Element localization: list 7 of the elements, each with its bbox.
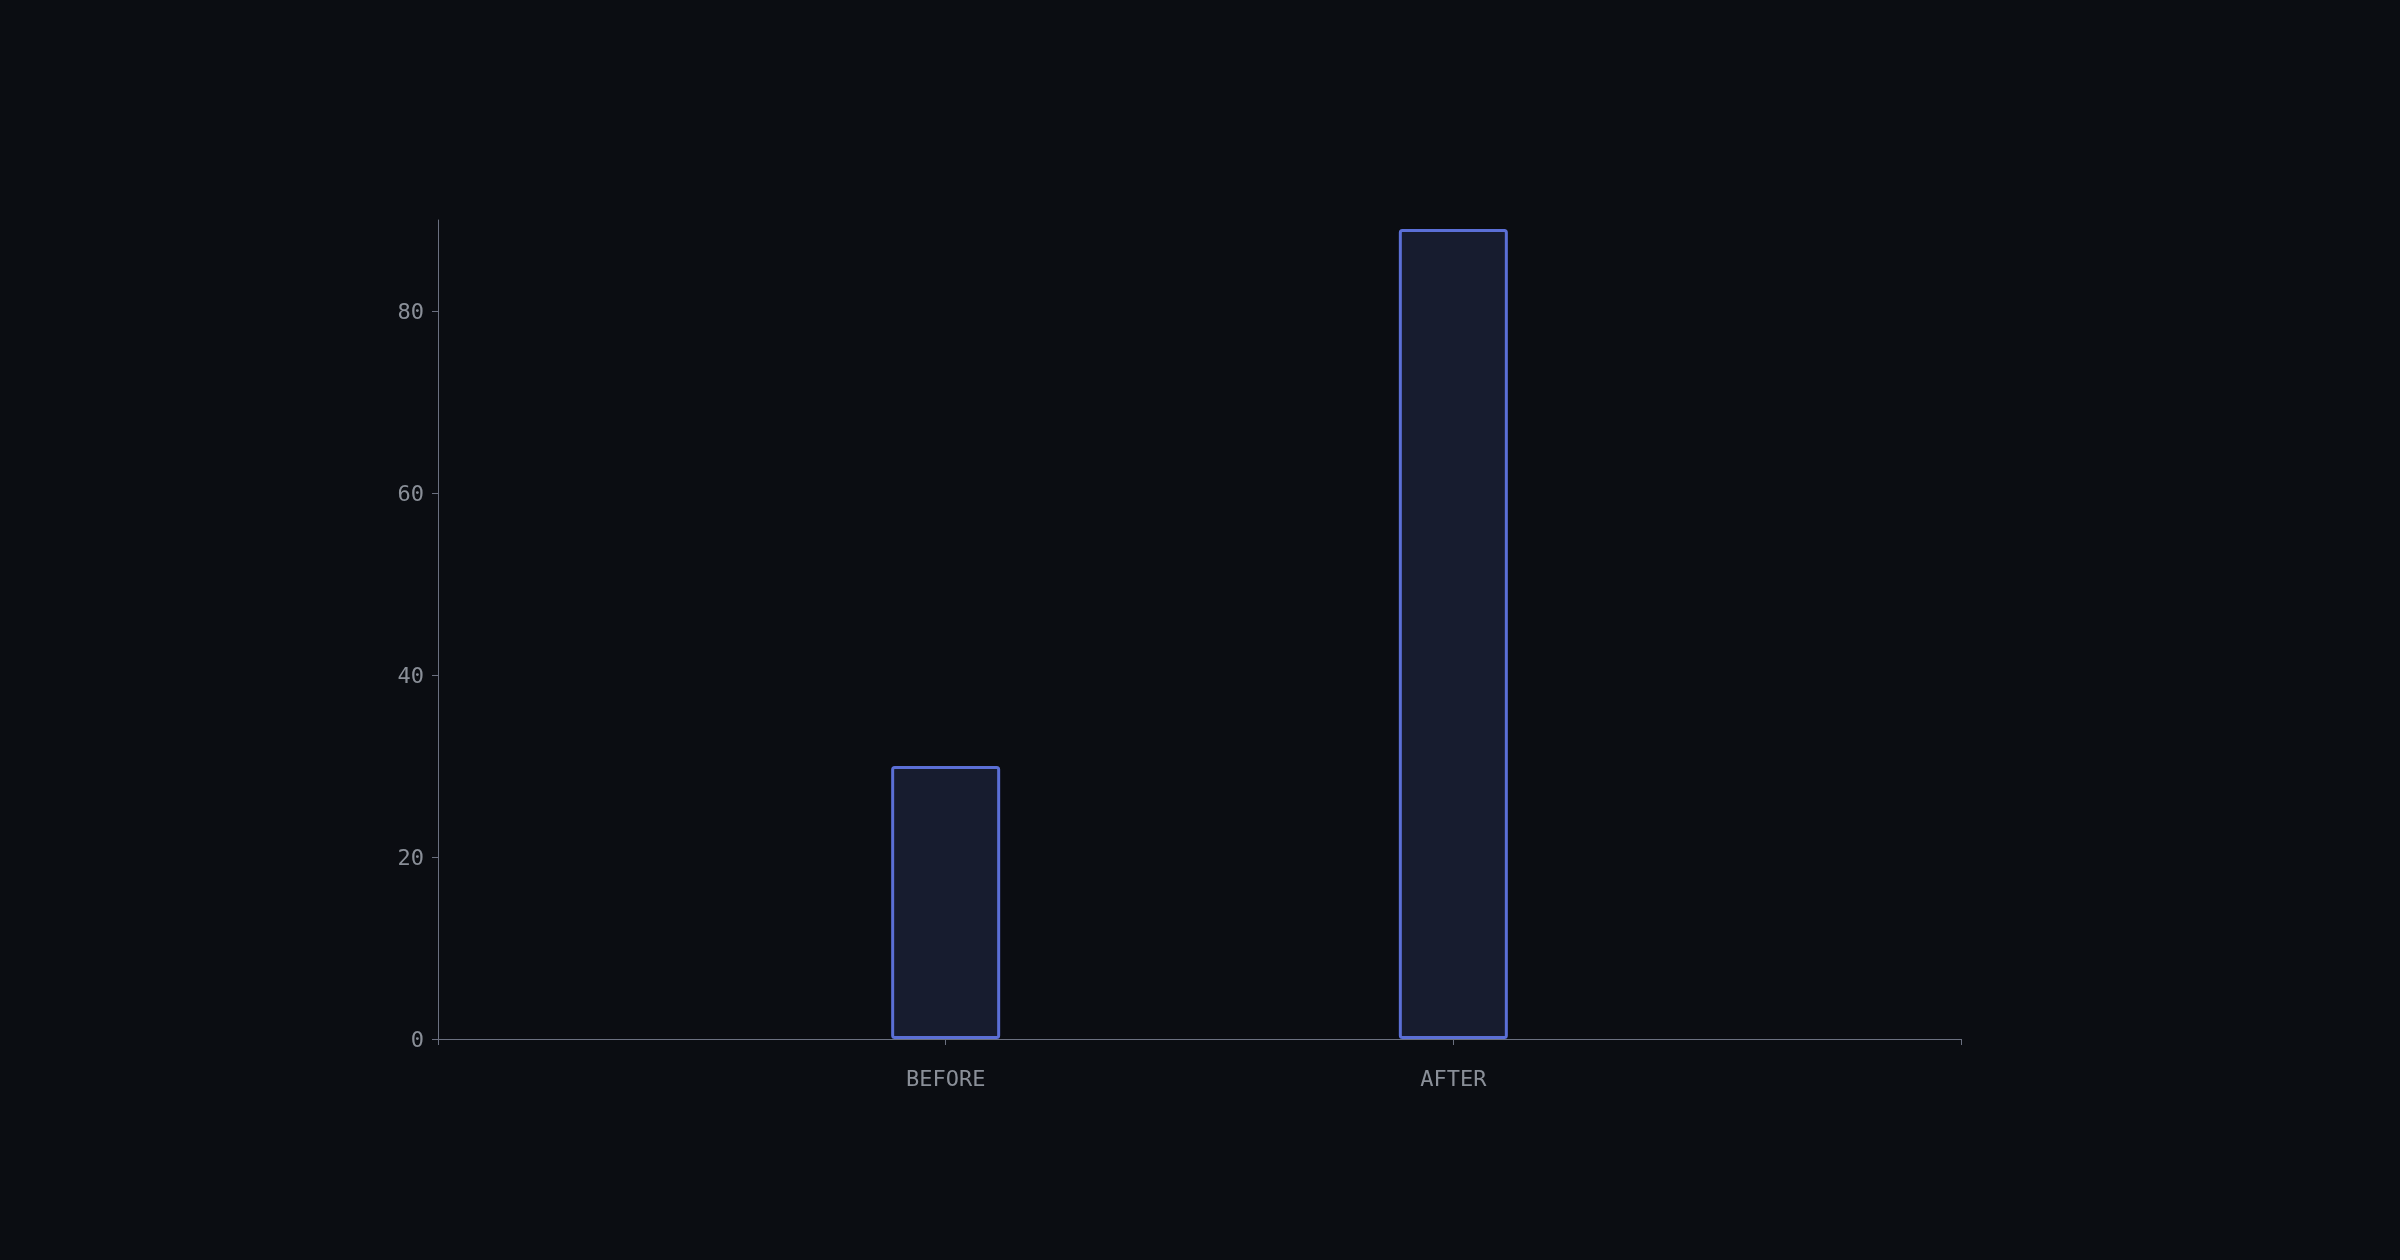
y-tick-label: 60 <box>397 480 424 506</box>
y-tick-label: 20 <box>397 844 424 870</box>
y-tick-label: 40 <box>397 662 424 688</box>
x-tick-label: AFTER <box>1420 1065 1488 1091</box>
y-tick-label: 0 <box>410 1026 424 1052</box>
y-tick-label: 80 <box>397 298 424 324</box>
x-tick-label: BEFORE <box>905 1065 986 1091</box>
